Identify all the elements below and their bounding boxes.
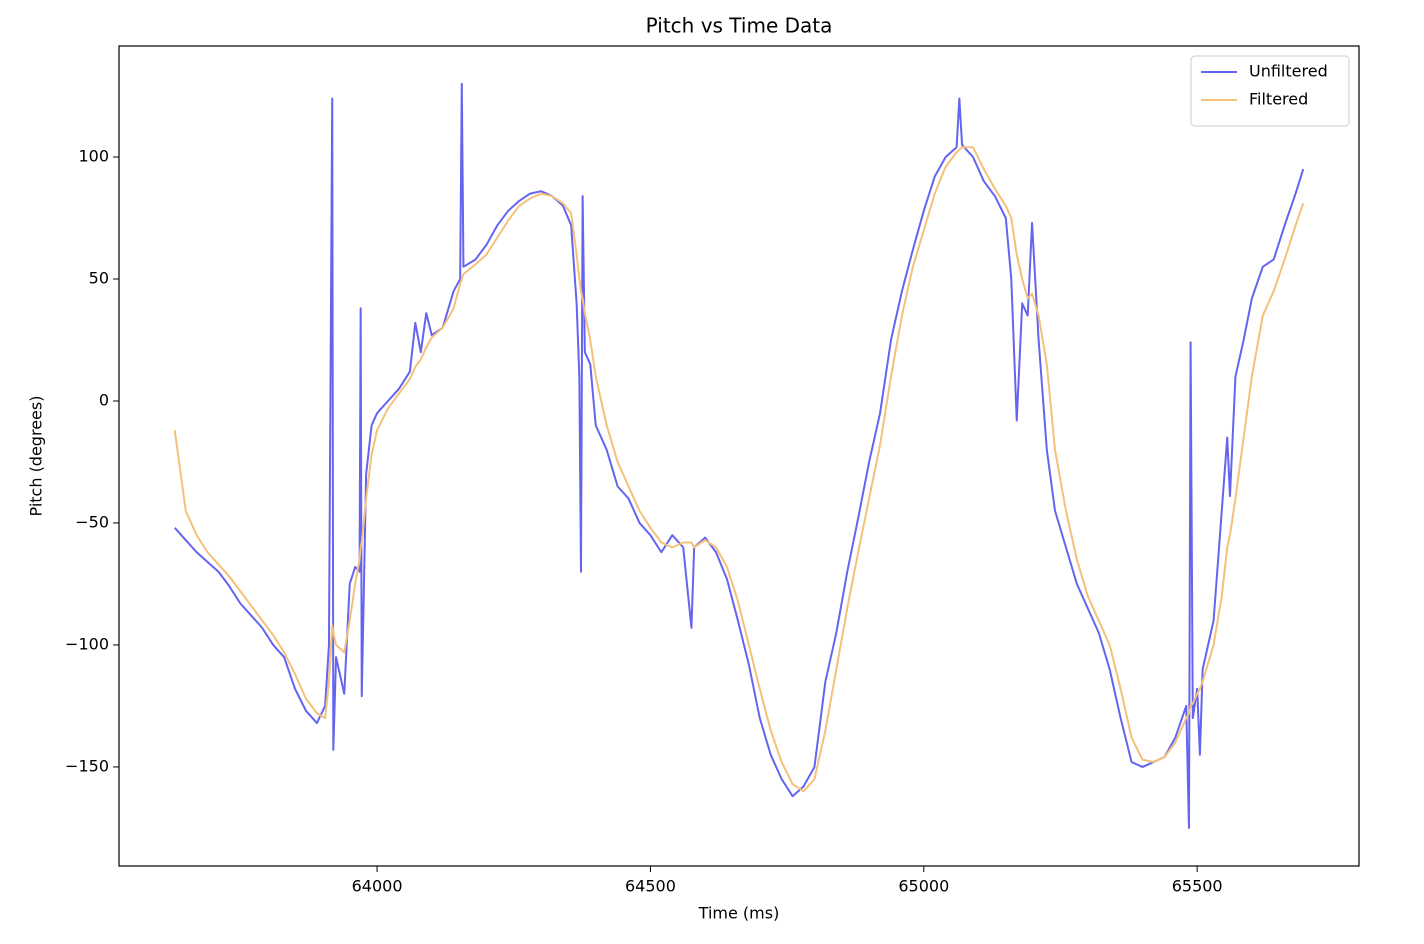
y-tick-label: 50 [89,268,109,287]
y-tick-label: −50 [75,512,109,531]
chart-title: Pitch vs Time Data [646,14,833,38]
plot-frame [118,45,1360,867]
y-tick-label: 100 [78,147,109,166]
y-axis-label: Pitch (degrees) [27,396,46,517]
legend: Unfiltered Filtered [1190,55,1350,127]
legend-label: Filtered [1249,90,1308,109]
x-tick-label: 64000 [352,877,403,896]
legend-label: Unfiltered [1249,62,1328,81]
y-tick-label: 0 [99,390,109,409]
y-tick-label: −100 [65,634,109,653]
x-tick-label: 65000 [898,877,949,896]
y-tick-label: −150 [65,756,109,775]
data-line [174,82,1305,829]
data-line [173,146,1305,793]
x-axis-label: Time (ms) [698,904,780,923]
x-tick-label: 65500 [1172,877,1223,896]
legend-box [1190,55,1350,127]
x-tick-label: 64500 [625,877,676,896]
